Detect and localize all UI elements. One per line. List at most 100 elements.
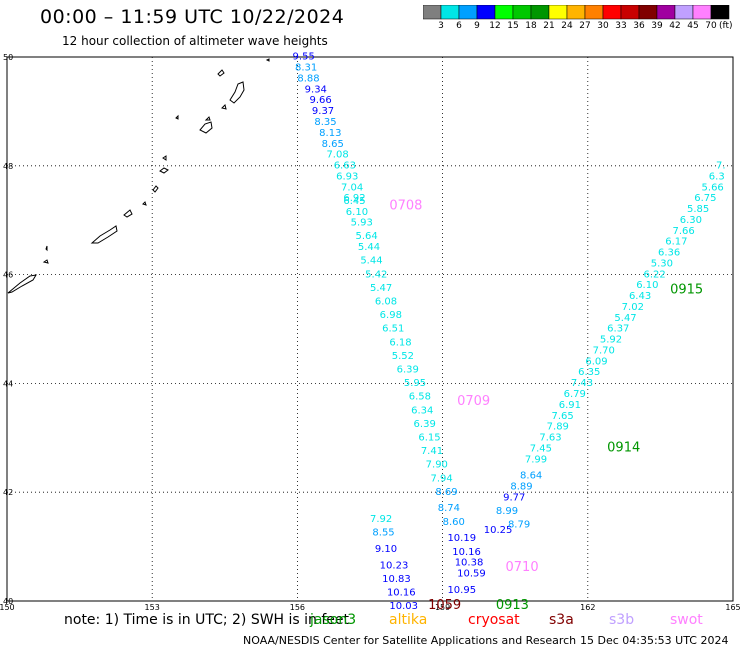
wave-height-label: 6.75	[694, 193, 716, 204]
wave-height-label: 8.31	[295, 63, 317, 74]
wave-height-label: 9.37	[312, 106, 334, 117]
wave-height-label: 7.43	[571, 378, 593, 389]
island-outline	[217, 69, 225, 77]
lat-tick-label: 46	[3, 271, 13, 280]
pass-time-label: 0914	[607, 440, 640, 455]
wave-height-label: 6.15	[418, 433, 440, 444]
generated-timestamp: 15 Dec 04:35:53 UTC 2024	[580, 634, 729, 647]
color-legend-label: 6	[456, 21, 462, 31]
track-0709: 5.95 6.58 6.34 6.39 6.15 7.41 7.90 7.94 8.69 8.74…	[404, 378, 490, 596]
color-legend-label: 12	[489, 21, 501, 31]
island-outline	[142, 201, 147, 206]
wave-height-label: 6.79	[564, 389, 586, 400]
wave-height-label: 6.10	[636, 280, 658, 291]
wave-height-label: 7.02	[622, 302, 644, 313]
wave-height-label: 10.23	[380, 560, 409, 571]
wave-height-label: 9.10	[375, 544, 397, 555]
wave-height-label: 9.34	[305, 84, 327, 95]
wave-height-label: 8.60	[443, 517, 465, 528]
satellite-legend-swot: swot	[670, 612, 703, 628]
color-legend-label: 70	[705, 21, 717, 31]
color-legend-label: 18	[525, 21, 537, 31]
lon-tick-label: 165	[725, 603, 740, 612]
wave-height-label: 10.38	[455, 558, 484, 569]
wave-height-label: 10.25	[484, 525, 513, 536]
lon-tick-label: 159	[435, 603, 450, 612]
color-legend-label: 33	[615, 21, 627, 31]
wave-height-label: 6.98	[380, 310, 402, 321]
island-outline	[199, 121, 213, 134]
satellite-legend-s3b: s3b	[609, 612, 635, 628]
track-0914: 7.997.457.637.897.656.916.797.436.356.09…	[525, 280, 659, 465]
lat-tick-label: 40	[3, 597, 13, 606]
wave-height-label: 5.47	[370, 283, 392, 294]
wave-height-label: 7.04	[341, 182, 363, 193]
wave-height-label: 6.37	[607, 324, 629, 335]
wave-height-label: 8.99	[496, 506, 518, 517]
color-legend-label: 27	[579, 21, 591, 31]
wave-height-label: 5.92	[600, 335, 622, 346]
wave-height-label: 5.44	[360, 256, 382, 267]
color-legend	[423, 5, 730, 20]
wave-height-label: 7.66	[673, 226, 695, 237]
wave-height-label: 7.45	[530, 443, 552, 454]
satellite-legend-cryosat: cryosat	[468, 612, 520, 628]
wave-height-label: 6.10	[346, 207, 368, 218]
wave-height-label: 8.64	[520, 471, 542, 482]
wave-height-label: 5.66	[702, 182, 724, 193]
color-legend-label: 3	[438, 21, 444, 31]
color-legend-label: 30	[597, 21, 609, 31]
wave-height-label: 5.52	[392, 351, 414, 362]
wave-height-label: 7.92	[370, 514, 392, 525]
island-outline	[42, 259, 49, 264]
lon-tick-label: 150	[0, 603, 15, 612]
color-legend-label: 24	[561, 21, 573, 31]
island-outline	[229, 81, 245, 104]
wave-height-label: 7.90	[426, 460, 448, 471]
wave-height-label: 7.89	[547, 422, 569, 433]
island-outline	[90, 225, 118, 244]
wave-height-label: 8.35	[314, 117, 336, 128]
wave-height-label: 8.69	[435, 487, 457, 498]
island-outline	[123, 209, 133, 218]
wave-height-label: 5.93	[351, 218, 373, 229]
wave-height-label: 7.41	[421, 446, 443, 457]
track-0913: 10.25 8.99 9.77 8.79 8.898.64 0913	[484, 471, 543, 614]
color-legend-labels: 3 6 9 12 15 18 21 24 27 30 33 36 39 42 45 70	[423, 21, 740, 35]
footer-note: note: 1) Time is in UTC; 2) SWH is in fe…	[64, 612, 350, 628]
wave-height-label: 6.30	[680, 215, 702, 226]
wave-height-label: 7.65	[552, 411, 574, 422]
wave-height-label: 6.91	[559, 400, 581, 411]
chart-title: 00:00 – 11:59 UTC 10/22/2024	[40, 6, 345, 28]
lat-tick-label: 42	[3, 488, 13, 497]
wave-height-label: 6.08	[375, 297, 397, 308]
lon-tick-label: 162	[580, 603, 595, 612]
island-outline	[204, 116, 211, 121]
wave-height-label: 6.92	[343, 193, 365, 204]
wave-height-label: 5.64	[355, 231, 377, 242]
wave-height-label: 8.65	[322, 139, 344, 150]
wave-height-label: 6.18	[389, 337, 411, 348]
wave-height-label: 6.63	[334, 161, 356, 172]
wave-height-label: 6.43	[629, 291, 651, 302]
wave-height-label: 6.39	[414, 419, 436, 430]
credit-text: NOAA/NESDIS Center for Satellite Applica…	[243, 634, 577, 647]
wave-height-label: 8.55	[372, 528, 394, 539]
wave-height-label: 10.59	[457, 569, 486, 580]
wave-height-label: 6.3	[709, 171, 725, 182]
wave-height-label: 6.39	[397, 365, 419, 376]
color-legend-label: 15	[507, 21, 519, 31]
pass-time-label: 1059	[428, 598, 461, 613]
island-outline	[159, 167, 169, 174]
wave-height-label: 8.79	[508, 520, 530, 531]
wave-height-label: 10.03	[389, 601, 418, 612]
color-legend-label: 39	[651, 21, 663, 31]
island-outline	[45, 245, 48, 252]
color-legend-label: 45	[687, 21, 699, 31]
wave-height-label: 6.34	[411, 405, 433, 416]
color-legend-label: 9	[474, 21, 480, 31]
wave-height-label: 5.95	[404, 378, 426, 389]
map-frame	[6, 56, 734, 602]
island-outline	[221, 104, 227, 110]
